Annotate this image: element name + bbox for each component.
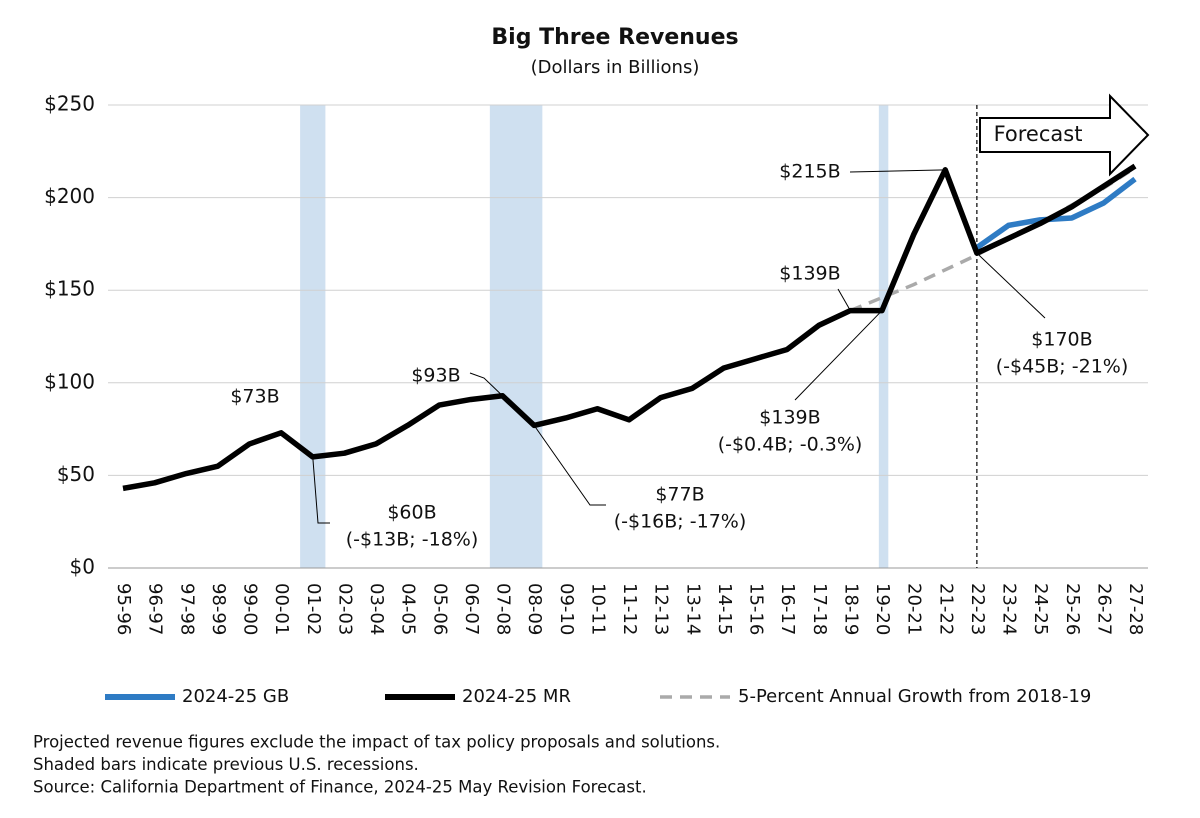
recession-band (878, 105, 889, 568)
annotation-text: $93B (411, 365, 460, 387)
x-tick-label: 08-09 (524, 583, 545, 635)
x-tick-label: 26-27 (1093, 583, 1114, 635)
annotation-text: (-$0.4B; -0.3%) (718, 434, 863, 456)
x-tick-label: 00-01 (271, 583, 292, 635)
annotation-text: (-$16B; -17%) (614, 511, 747, 533)
x-tick-label: 12-13 (651, 583, 672, 635)
x-tick-label: 11-12 (619, 583, 640, 635)
y-tick-label: $50 (57, 462, 95, 486)
legend-label: 5-Percent Annual Growth from 2018-19 (738, 686, 1091, 707)
annotation-leader (837, 288, 851, 311)
x-tick-label: 98-99 (208, 583, 229, 635)
annotation-text: $215B (779, 161, 840, 183)
x-tick-label: 96-97 (145, 583, 166, 635)
footnote: Shaded bars indicate previous U.S. reces… (33, 755, 419, 774)
annotation-text: (-$13B; -18%) (346, 529, 479, 551)
y-tick-label: $250 (44, 92, 95, 116)
annotation-leader (794, 310, 883, 401)
x-tick-label: 16-17 (777, 583, 798, 635)
x-tick-label: 02-03 (334, 583, 355, 635)
series-line (122, 163, 1137, 492)
x-tick-label: 22-23 (967, 583, 988, 635)
x-tick-label: 25-26 (1062, 583, 1083, 635)
x-tick-label: 17-18 (809, 583, 830, 635)
y-tick-label: $100 (44, 369, 95, 393)
x-tick-label: 13-14 (682, 583, 703, 635)
x-tick-label: 95-96 (113, 583, 134, 635)
x-tick-label: 03-04 (366, 583, 387, 635)
x-tick-label: 27-28 (1125, 583, 1146, 635)
x-tick-label: 19-20 (872, 583, 893, 635)
x-tick-label: 07-08 (493, 583, 514, 635)
footnote: Source: California Department of Finance… (33, 778, 647, 797)
y-tick-label: $150 (44, 277, 95, 301)
annotation-text: $139B (759, 407, 820, 429)
x-tick-label: 99-00 (240, 583, 261, 635)
x-tick-label: 97-98 (176, 583, 197, 635)
x-tick-label: 20-21 (904, 583, 925, 635)
x-tick-label: 10-11 (587, 583, 608, 635)
annotation-text: $60B (387, 502, 436, 524)
recession-band (489, 105, 543, 568)
annotation-text: $77B (655, 484, 704, 506)
x-tick-label: 09-10 (556, 583, 577, 635)
annotation-leader (849, 169, 946, 173)
x-tick-label: 18-19 (840, 583, 861, 635)
x-tick-label: 06-07 (461, 583, 482, 635)
x-tick-label: 01-02 (303, 583, 324, 635)
annotation-leader (533, 425, 606, 506)
forecast-label: Forecast (994, 122, 1083, 146)
x-tick-label: 05-06 (429, 583, 450, 635)
annotation-text: $73B (230, 386, 279, 408)
x-tick-label: 21-22 (935, 583, 956, 635)
recession-band (300, 105, 326, 568)
chart-title: Big Three Revenues (491, 25, 738, 50)
legend-label: 2024-25 MR (462, 686, 571, 707)
annotation-leader (976, 252, 1046, 319)
x-tick-label: 23-24 (999, 583, 1020, 635)
footnote: Projected revenue figures exclude the im… (33, 733, 720, 752)
annotation-text: $139B (779, 263, 840, 285)
y-tick-label: $200 (44, 184, 95, 208)
legend-label: 2024-25 GB (182, 686, 289, 707)
x-tick-label: 14-15 (714, 583, 735, 635)
series-line (975, 176, 1137, 250)
annotation-text: (-$45B; -21%) (996, 356, 1129, 378)
x-tick-label: 04-05 (398, 583, 419, 635)
forecast-arrow (979, 93, 1150, 177)
x-tick-label: 15-16 (746, 583, 767, 635)
y-tick-label: $0 (70, 555, 95, 579)
annotation-leader (469, 372, 503, 397)
x-tick-label: 24-25 (1030, 583, 1051, 635)
chart-subtitle: (Dollars in Billions) (531, 57, 700, 78)
annotation-leader (312, 456, 330, 524)
annotation-text: $170B (1031, 329, 1092, 351)
